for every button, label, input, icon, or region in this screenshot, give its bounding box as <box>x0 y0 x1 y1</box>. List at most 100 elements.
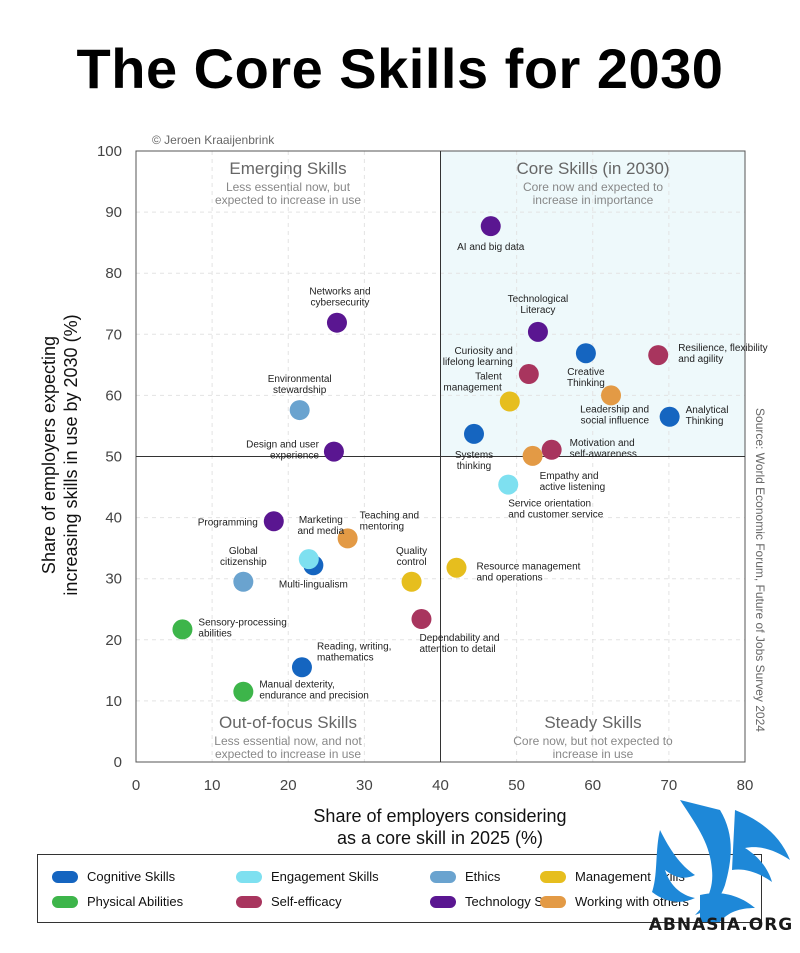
y-tick-label: 60 <box>105 387 122 404</box>
y-tick-label: 10 <box>105 693 122 710</box>
x-tick-label: 10 <box>204 777 221 794</box>
point-label: Programming <box>198 517 258 528</box>
point-label: Empathy and <box>540 471 599 482</box>
point-label: Manual dexterity, <box>259 680 334 691</box>
data-point <box>648 345 669 366</box>
x-tick-label: 60 <box>584 777 601 794</box>
x-tick-label: 20 <box>280 777 297 794</box>
data-point <box>263 511 284 532</box>
point-label: and media <box>297 526 344 537</box>
data-point <box>480 216 501 237</box>
point-label: and agility <box>678 354 723 365</box>
point-label: Marketing <box>299 515 343 526</box>
point-label: Resilience, flexibility <box>678 343 767 354</box>
quadrant-title-steady: Steady Skills <box>544 713 641 732</box>
x-tick-label: 40 <box>432 777 449 794</box>
data-point <box>499 391 520 412</box>
y-tick-label: 80 <box>105 265 122 282</box>
point-label: active listening <box>540 482 606 493</box>
x-axis-label: Share of employers considering <box>313 806 566 826</box>
legend-label: Working with others <box>575 894 689 909</box>
data-point <box>233 681 254 702</box>
x-tick-label: 0 <box>132 777 140 794</box>
legend-label: Engagement Skills <box>271 869 379 884</box>
quadrant-title-outfocus: Out-of-focus Skills <box>219 713 357 732</box>
data-point <box>541 439 562 460</box>
data-point <box>575 343 596 364</box>
legend-swatch <box>430 895 456 908</box>
quadrant-desc-emerging: Less essential now, but <box>226 180 351 194</box>
legend-item-cognitive: Cognitive Skills <box>52 869 175 884</box>
legend-label: Technology Skills <box>465 894 565 909</box>
legend-swatch <box>52 870 78 883</box>
legend-swatch <box>236 870 262 883</box>
data-point <box>411 609 432 630</box>
data-point <box>233 571 254 592</box>
y-tick-label: 50 <box>105 449 122 466</box>
point-label: control <box>397 557 427 568</box>
point-label: Environmental <box>268 374 332 385</box>
data-point <box>601 385 622 406</box>
legend: Cognitive Skills Engagement Skills Ethics M… <box>37 854 762 923</box>
point-label: and customer service <box>508 510 603 521</box>
y-tick-label: 90 <box>105 204 122 221</box>
legend-swatch <box>540 870 566 883</box>
quadrant-title-core: Core Skills (in 2030) <box>516 159 669 178</box>
legend-label: Cognitive Skills <box>87 869 176 884</box>
data-point <box>298 549 319 570</box>
data-point <box>659 406 680 427</box>
legend-swatch <box>236 895 262 908</box>
legend-item-engagement: Engagement Skills <box>236 869 379 884</box>
data-point <box>401 571 422 592</box>
legend-label: Physical Abilities <box>87 894 184 909</box>
data-point <box>323 441 344 462</box>
quadrant-desc-outfocus: Less essential now, and not <box>214 734 362 748</box>
y-tick-label: 70 <box>105 326 122 343</box>
point-label: Resource management <box>476 562 580 573</box>
data-point <box>326 312 347 333</box>
point-label: Technological <box>508 294 569 305</box>
x-tick-label: 70 <box>661 777 678 794</box>
point-label: Leadership and <box>580 404 649 415</box>
quadrant-desc-emerging: expected to increase in use <box>215 193 361 207</box>
point-label: endurance and precision <box>259 691 369 702</box>
point-label: Multi-lingualism <box>279 579 348 590</box>
quadrant-desc-core: increase in importance <box>533 193 654 207</box>
point-label: AI and big data <box>457 242 525 253</box>
quadrant-desc-core: Core now and expected to <box>523 180 663 194</box>
legend-swatch <box>430 870 456 883</box>
y-axis-label: Share of employers expecting <box>39 336 59 574</box>
point-label: attention to detail <box>419 644 495 655</box>
eagle-logo-icon <box>652 800 790 922</box>
point-label: Dependability and <box>419 633 499 644</box>
point-label: mentoring <box>360 521 404 532</box>
point-label: Sensory-processing <box>198 617 286 628</box>
legend-item-ethics: Ethics <box>430 869 500 884</box>
legend-item-physical: Physical Abilities <box>52 894 183 909</box>
point-label: Talent <box>475 372 502 383</box>
watermark-text: ABNASIA.ORG <box>648 915 794 935</box>
y-axis-label: increasing skills in use by 2030 (%) <box>61 314 81 595</box>
data-point <box>527 321 548 342</box>
data-point <box>498 474 519 495</box>
legend-swatch <box>52 895 78 908</box>
point-label: Quality <box>396 546 427 557</box>
legend-item-working: Working with others <box>540 894 689 909</box>
point-label: lifelong learning <box>443 357 513 368</box>
point-label: and operations <box>476 573 542 584</box>
data-point <box>518 364 539 385</box>
legend-swatch <box>540 895 566 908</box>
point-label: self-awareness <box>570 449 637 460</box>
x-tick-label: 30 <box>356 777 373 794</box>
point-label: Reading, writing, <box>317 641 391 652</box>
legend-label: Self-efficacy <box>271 894 342 909</box>
point-label: management <box>443 383 502 394</box>
point-label: Thinking <box>567 378 605 389</box>
point-label: Networks and <box>309 287 370 298</box>
data-point <box>337 528 358 549</box>
credit-text: © Jeroen Kraaijenbrink <box>152 133 275 147</box>
point-label: Literacy <box>520 305 555 316</box>
scatter-chart: 0 10 20 30 40 50 60 70 80 0 10 20 30 40 50 60 70 80 90 100 S… <box>39 133 768 848</box>
data-point <box>289 400 310 421</box>
data-point <box>291 657 312 678</box>
